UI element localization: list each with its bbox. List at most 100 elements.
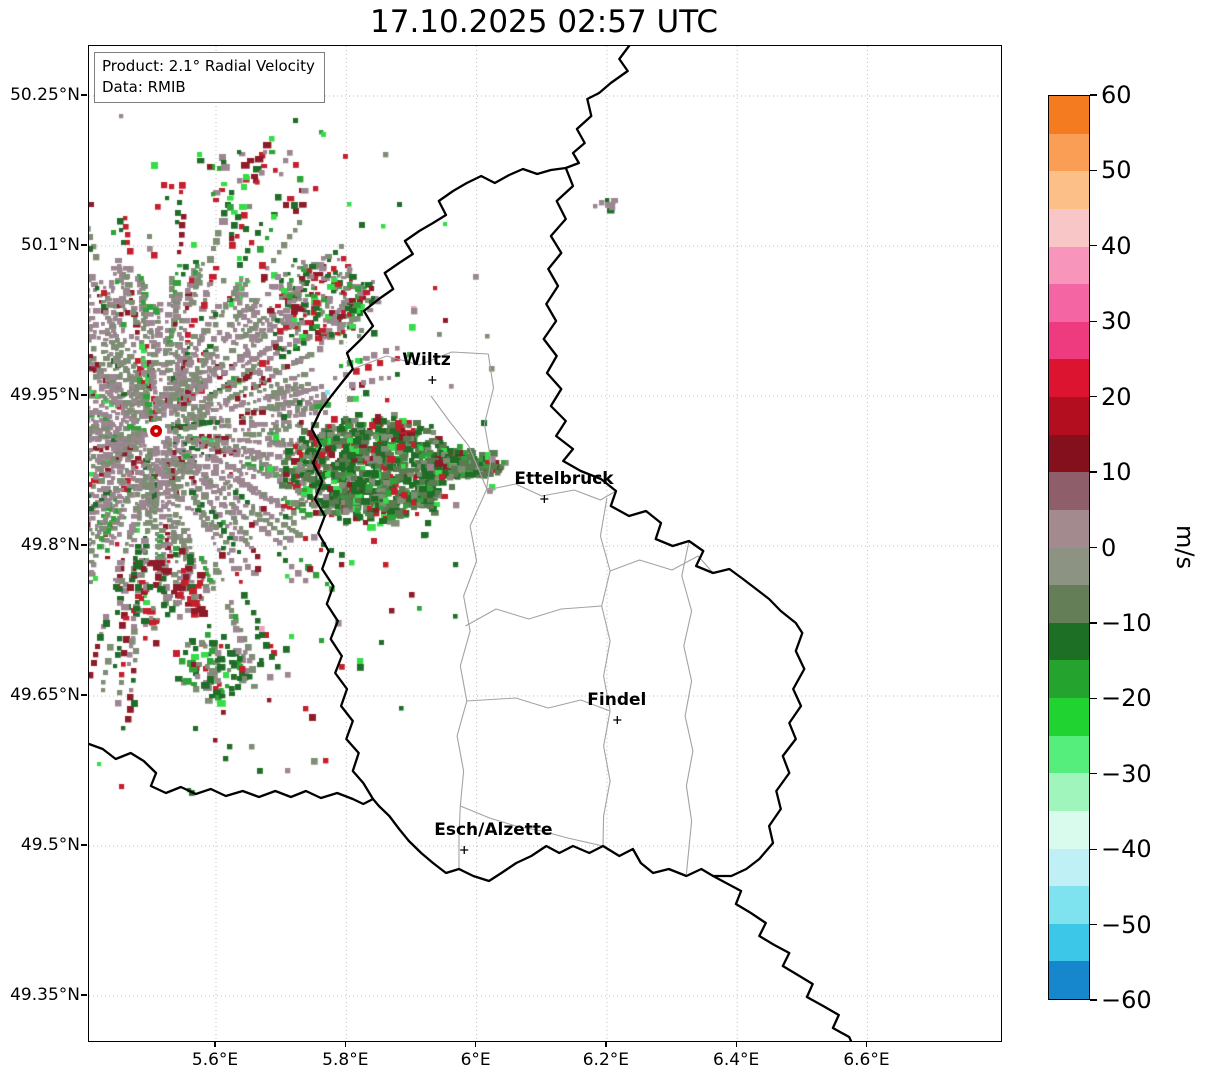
x-axis-tick-label: 6°E (460, 1050, 491, 1070)
colorbar-segment (1049, 509, 1089, 548)
y-axis-tick-label: 50.25°N (10, 85, 80, 105)
x-axis-tick (475, 1041, 477, 1047)
y-axis-tick-label: 49.5°N (20, 835, 80, 855)
country-border-line (711, 874, 853, 1041)
city-label: Findel (587, 690, 647, 710)
map-border-layer (89, 46, 853, 1041)
colorbar-segment (1049, 923, 1089, 962)
colorbar-tick-label: −60 (1101, 986, 1152, 1014)
colorbar-tick-label: −20 (1101, 684, 1152, 713)
district-border-line (465, 605, 602, 627)
colorbar-tick (1090, 94, 1097, 96)
y-axis-tick (81, 244, 87, 246)
y-axis-tick-label: 49.95°N (10, 385, 80, 405)
product-line: Product: 2.1° Radial Velocity (102, 57, 315, 75)
colorbar-segment (1049, 886, 1089, 924)
product-info-box: Product: 2.1° Radial Velocity Data: RMIB (94, 52, 325, 103)
colorbar-segment (1049, 96, 1089, 134)
colorbar-tick-label: 40 (1101, 231, 1132, 260)
colorbar-segment (1049, 171, 1089, 209)
city-label: Wiltz (402, 350, 451, 370)
colorbar-segment (1049, 246, 1089, 285)
y-axis-tick-label: 49.35°N (10, 985, 80, 1005)
colorbar-segment (1049, 848, 1089, 887)
colorbar-tick-label: 10 (1101, 458, 1132, 487)
colorbar-segment (1049, 810, 1089, 849)
colorbar-tick-label: −40 (1101, 835, 1152, 864)
colorbar-tick (1090, 848, 1097, 850)
x-axis-tick (214, 1041, 216, 1047)
colorbar-segment (1049, 434, 1089, 473)
colorbar-tick (1090, 773, 1097, 775)
city-marker (613, 716, 622, 724)
colorbar-segment (1049, 397, 1089, 435)
district-border-line (352, 351, 489, 370)
colorbar-segment (1049, 660, 1089, 698)
y-axis-tick (81, 994, 87, 996)
map-plot-area: Product: 2.1° Radial Velocity Data: RMIB… (88, 45, 1002, 1042)
colorbar-segment (1049, 698, 1089, 736)
y-axis-tick (81, 694, 87, 696)
district-border-line (430, 395, 487, 489)
x-axis-tick (344, 1041, 346, 1047)
colorbar-unit-label: m/s (1170, 525, 1199, 569)
colorbar-tick-label: 30 (1101, 307, 1132, 336)
city-marker (540, 495, 549, 503)
colorbar-segment (1049, 472, 1089, 510)
colorbar-tick (1090, 622, 1097, 624)
country-border-line (564, 46, 631, 170)
country-border-line (89, 742, 375, 806)
colorbar-tick-label: 60 (1101, 81, 1132, 109)
colorbar-segment (1049, 208, 1089, 247)
colorbar-segment (1049, 284, 1089, 322)
colorbar-segment (1049, 321, 1089, 360)
x-axis-tick-label: 5.6°E (191, 1050, 239, 1070)
colorbar-tick-label: −10 (1101, 608, 1152, 637)
country-border-line (310, 166, 806, 883)
y-axis-tick-label: 50.1°N (20, 235, 80, 255)
district-border-line (483, 353, 495, 491)
plot-title: 17.10.2025 02:57 UTC (370, 4, 718, 40)
x-axis-tick-label: 6.6°E (843, 1050, 890, 1070)
colorbar-tick-label: 0 (1101, 533, 1117, 562)
colorbar-tick (1090, 320, 1097, 322)
data-source-line: Data: RMIB (102, 78, 186, 96)
radar-site-center-dot (154, 429, 158, 433)
district-border-line (456, 489, 487, 869)
district-border-line (609, 555, 714, 574)
colorbar-segment (1049, 622, 1089, 661)
x-axis-tick-label: 5.8°E (322, 1050, 369, 1070)
colorbar (1048, 95, 1090, 1000)
city-label: Ettelbruck (514, 469, 614, 489)
y-axis-tick-label: 49.65°N (10, 685, 80, 705)
colorbar-tick (1090, 169, 1097, 172)
colorbar-segment (1049, 133, 1089, 172)
y-axis-tick (81, 394, 87, 396)
colorbar-tick (1090, 697, 1097, 699)
colorbar-segments (1049, 96, 1089, 999)
colorbar-segment (1049, 961, 1089, 999)
x-axis-tick-label: 6.4°E (713, 1050, 760, 1070)
y-axis-tick (81, 844, 87, 846)
city-marker (460, 846, 469, 854)
colorbar-tick (1090, 471, 1097, 473)
colorbar-segment (1049, 359, 1089, 397)
colorbar-tick-label: −30 (1101, 759, 1152, 788)
colorbar-segment (1049, 735, 1089, 774)
x-axis-tick (735, 1041, 737, 1047)
colorbar-tick-label: 50 (1101, 156, 1132, 185)
city-label: Esch/Alzette (434, 820, 553, 840)
x-axis-tick (605, 1041, 607, 1047)
y-axis-tick-label: 49.8°N (20, 535, 80, 555)
colorbar-tick (1090, 923, 1097, 926)
y-axis-tick (81, 544, 87, 546)
colorbar-segment (1049, 585, 1089, 623)
colorbar-tick (1090, 245, 1097, 247)
city-marker (428, 376, 437, 384)
radar-velocity-canvas (89, 46, 1001, 1041)
colorbar-segment (1049, 547, 1089, 586)
colorbar-tick (1090, 999, 1097, 1001)
district-border-line (466, 697, 611, 712)
y-axis-tick (81, 94, 87, 96)
